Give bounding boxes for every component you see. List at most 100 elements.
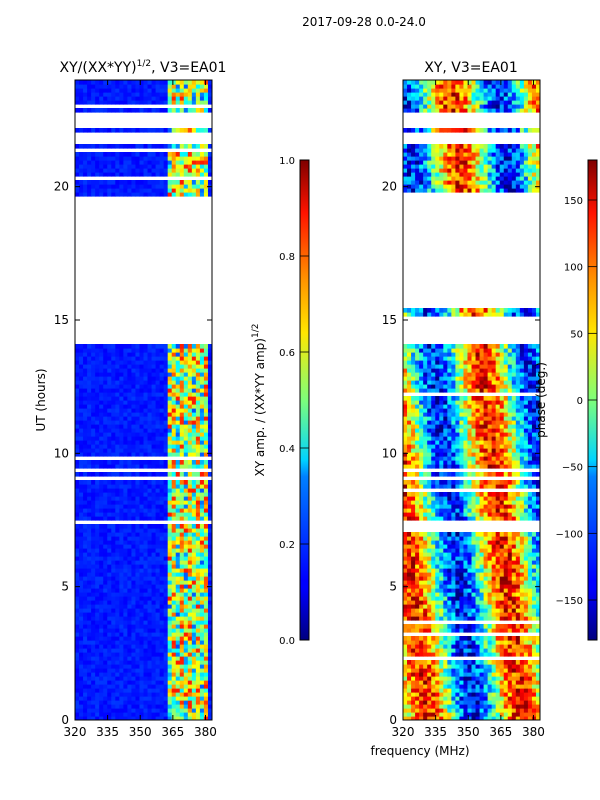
- heatmap-cell: [199, 460, 205, 465]
- heatmap-cell: [115, 676, 120, 681]
- heatmap-cell: [119, 364, 124, 369]
- heatmap-cell: [163, 164, 169, 169]
- heatmap-cell: [95, 360, 100, 365]
- heatmap-cell: [103, 708, 108, 713]
- heatmap-cell: [123, 188, 128, 193]
- heatmap-cell: [511, 664, 517, 669]
- heatmap-cell: [479, 572, 485, 577]
- heatmap-cell: [107, 128, 112, 133]
- heatmap-cell: [123, 472, 128, 477]
- heatmap-cell: [207, 84, 212, 89]
- heatmap-cell: [103, 412, 108, 417]
- heatmap-cell: [91, 92, 96, 97]
- heatmap-cell: [179, 384, 185, 389]
- heatmap-cell: [183, 192, 189, 197]
- heatmap-cell: [147, 696, 153, 701]
- heatmap-cell: [115, 672, 120, 677]
- heatmap-cell: [431, 612, 436, 617]
- heatmap-cell: [115, 552, 120, 557]
- heatmap-cell: [195, 356, 201, 361]
- heatmap-cell: [535, 592, 540, 597]
- heatmap-cell: [87, 384, 92, 389]
- heatmap-cell: [95, 156, 100, 161]
- heatmap-cell: [87, 416, 92, 421]
- heatmap-cell: [199, 568, 205, 573]
- heatmap-cell: [191, 676, 197, 681]
- heatmap-cell: [119, 144, 124, 149]
- heatmap-cell: [167, 532, 173, 537]
- heatmap-cell: [195, 392, 201, 397]
- heatmap-cell: [503, 668, 509, 673]
- heatmap-cell: [523, 708, 529, 713]
- heatmap-cell: [407, 708, 412, 713]
- heatmap-cell: [147, 576, 153, 581]
- heatmap-cell: [143, 672, 149, 677]
- heatmap-cell: [163, 656, 169, 661]
- heatmap-cell: [107, 80, 112, 85]
- heatmap-cell: [111, 496, 116, 501]
- heatmap-cell: [435, 608, 440, 613]
- heatmap-cell: [99, 96, 104, 101]
- heatmap-cell: [483, 648, 489, 653]
- heatmap-cell: [171, 400, 177, 405]
- heatmap-cell: [475, 612, 481, 617]
- heatmap-cell: [147, 128, 153, 133]
- heatmap-cell: [199, 644, 205, 649]
- heatmap-cell: [159, 80, 165, 85]
- heatmap-cell: [107, 408, 112, 413]
- heatmap-cell: [511, 636, 517, 641]
- heatmap-cell: [179, 488, 185, 493]
- heatmap-cell: [103, 632, 108, 637]
- heatmap-cell: [191, 632, 197, 637]
- heatmap-cell: [171, 576, 177, 581]
- heatmap-cell: [515, 592, 521, 597]
- heatmap-cell: [79, 716, 84, 720]
- heatmap-cell: [167, 144, 173, 149]
- heatmap-cell: [75, 404, 80, 409]
- heatmap-cell: [111, 712, 116, 717]
- heatmap-cell: [91, 584, 96, 589]
- heatmap-cell: [455, 608, 461, 613]
- heatmap-cell: [79, 596, 84, 601]
- heatmap-cell: [75, 108, 80, 113]
- heatmap-cell: [95, 548, 100, 553]
- heatmap-cell: [75, 668, 80, 673]
- heatmap-cell: [207, 368, 212, 373]
- heatmap-cell: [199, 508, 205, 513]
- heatmap-cell: [195, 380, 201, 385]
- heatmap-cell: [79, 440, 84, 445]
- heatmap-cell: [499, 624, 505, 629]
- heatmap-cell: [535, 568, 540, 573]
- heatmap-cell: [203, 500, 209, 505]
- heatmap-cell: [135, 184, 141, 189]
- heatmap-cell: [167, 492, 173, 497]
- heatmap-cell: [111, 608, 116, 613]
- heatmap-cell: [507, 704, 513, 709]
- heatmap-cell: [515, 680, 521, 685]
- heatmap-cell: [451, 616, 456, 621]
- heatmap-cell: [187, 568, 193, 573]
- heatmap-cell: [127, 608, 133, 613]
- heatmap-cell: [487, 668, 493, 673]
- heatmap-cell: [431, 580, 436, 585]
- heatmap-cell: [107, 88, 112, 93]
- heatmap-cell: [91, 548, 96, 553]
- heatmap-cell: [75, 156, 80, 161]
- heatmap-cell: [419, 716, 424, 720]
- heatmap-cell: [203, 364, 209, 369]
- heatmap-cell: [83, 388, 88, 393]
- heatmap-cell: [191, 376, 197, 381]
- heatmap-cell: [155, 396, 161, 401]
- heatmap-cell: [447, 576, 452, 581]
- heatmap-cell: [431, 660, 436, 665]
- heatmap-cell: [147, 360, 153, 365]
- heatmap-cell: [443, 568, 448, 573]
- heatmap-cell: [119, 356, 124, 361]
- heatmap-cell: [483, 592, 489, 597]
- heatmap-cell: [139, 616, 145, 621]
- heatmap-cell: [79, 696, 84, 701]
- heatmap-cell: [415, 568, 420, 573]
- heatmap-cell: [203, 504, 209, 509]
- heatmap-cell: [479, 676, 485, 681]
- heatmap-cell: [83, 424, 88, 429]
